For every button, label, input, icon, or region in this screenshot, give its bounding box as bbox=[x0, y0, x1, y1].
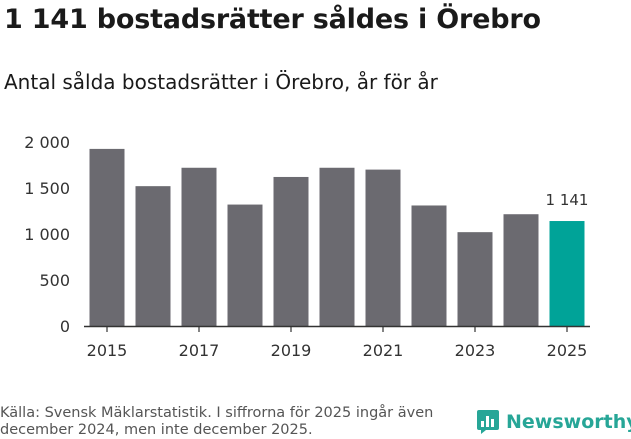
brand-name: Newsworthy bbox=[506, 411, 631, 433]
chart-title: 1 141 bostadsrätter såldes i Örebro bbox=[4, 4, 541, 35]
y-tick-label: 1 500 bbox=[24, 179, 70, 198]
y-axis: 0 500 1 000 1 500 2 000 bbox=[24, 133, 70, 336]
x-axis: 2015 2017 2019 2021 2023 2025 bbox=[84, 325, 590, 360]
x-tick-label: 2017 bbox=[179, 341, 220, 360]
bar-2022 bbox=[411, 205, 447, 326]
bar-2025 bbox=[549, 221, 585, 326]
x-tick-label: 2015 bbox=[87, 341, 128, 360]
x-tick-label: 2019 bbox=[271, 341, 312, 360]
bar-2024 bbox=[503, 214, 539, 326]
y-tick-label: 0 bbox=[60, 317, 70, 336]
source-note: Källa: Svensk Mäklarstatistik. I siffror… bbox=[0, 405, 434, 438]
bars bbox=[89, 148, 585, 326]
y-tick-label: 1 000 bbox=[24, 225, 70, 244]
y-tick-label: 500 bbox=[39, 271, 70, 290]
bar-2018 bbox=[227, 204, 263, 326]
x-tick-label: 2023 bbox=[455, 341, 496, 360]
bar-2021 bbox=[365, 169, 401, 326]
bar-2023 bbox=[457, 232, 493, 326]
bar-2016 bbox=[135, 186, 171, 326]
bar-2020 bbox=[319, 167, 355, 326]
bar-2015 bbox=[89, 148, 125, 326]
data-label: 1 141 bbox=[546, 191, 589, 209]
bar-2019 bbox=[273, 176, 309, 326]
x-tick-label: 2021 bbox=[363, 341, 404, 360]
y-tick-label: 2 000 bbox=[24, 133, 70, 152]
data-labels: 1 141 bbox=[546, 191, 589, 209]
newsworthy-logo-icon bbox=[477, 410, 499, 434]
chart-subtitle: Antal sålda bostadsrätter i Örebro, år f… bbox=[4, 70, 438, 94]
newsworthy-logo: Newsworthy bbox=[476, 408, 631, 436]
x-tick-label: 2025 bbox=[547, 341, 588, 360]
bar-2017 bbox=[181, 167, 217, 326]
